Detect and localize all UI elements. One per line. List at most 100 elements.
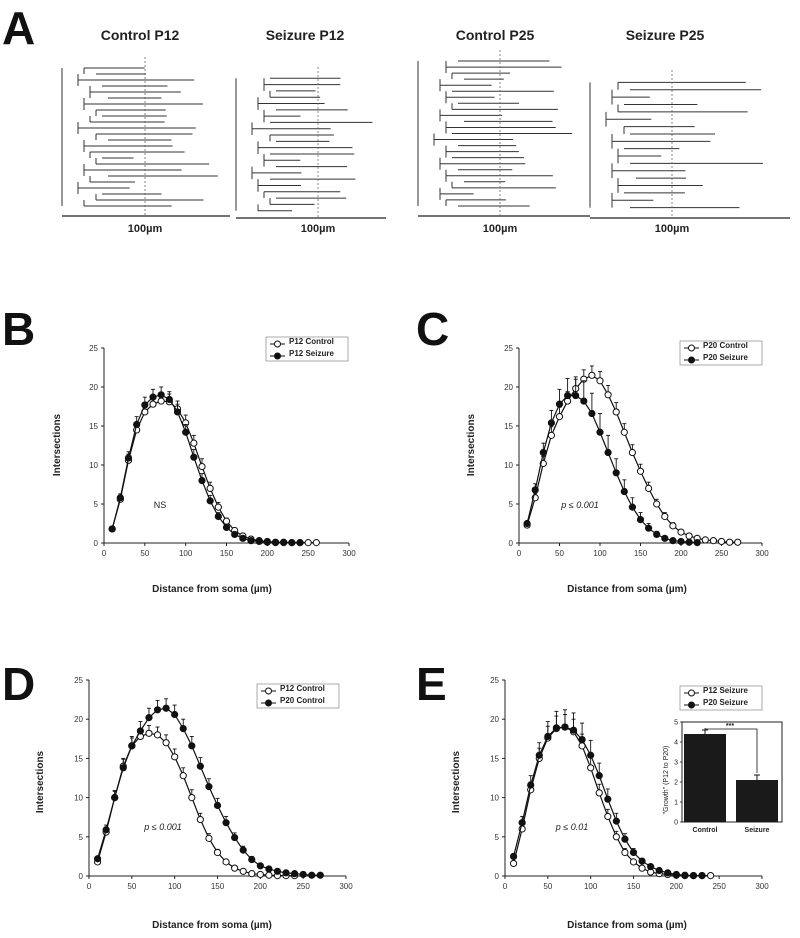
legend-label-d-0: P12 Control [280,684,325,693]
data-point-1 [698,872,706,880]
y-tick-label: 20 [89,383,98,392]
data-point-1 [188,742,196,750]
legend-marker [688,689,695,697]
data-point-0 [213,848,222,857]
legend-box [256,683,340,709]
data-point-0 [145,729,153,737]
series-line-1 [111,394,300,544]
data-point-0 [734,538,742,546]
data-point-1 [572,391,580,400]
data-point-1 [655,866,663,875]
legend-marker [274,352,281,360]
data-point-1 [205,783,213,791]
series-line-0 [526,374,738,543]
data-point-1 [621,835,629,843]
data-point-1 [588,409,596,418]
data-point-1 [578,735,586,744]
data-point-1 [111,794,119,802]
inset-y-tick-label: 2 [674,780,678,787]
data-point-0 [717,537,726,546]
data-point-0 [162,739,170,747]
y-tick-label: 0 [509,539,514,548]
data-point-0 [661,512,669,521]
data-point-1 [157,391,165,399]
y-tick-label: 5 [94,500,99,509]
data-point-1 [544,732,552,741]
panel-letter-e: E [416,658,447,710]
data-point-1 [638,857,646,865]
data-point-1 [141,401,149,409]
y-tick-label: 10 [74,794,83,803]
data-point-0 [604,812,612,821]
dendrogram-seizure-p25 [589,70,790,219]
data-point-1 [102,826,110,834]
dendrogram-title-seizure-p25: Seizure P25 [626,27,705,43]
data-point-1 [535,751,543,759]
y-tick-label: 0 [94,539,99,548]
data-point-1 [689,872,698,880]
data-point-1 [256,862,264,870]
x-tick-label: 300 [755,882,769,891]
data-point-0 [214,503,222,511]
x-tick-label: 250 [301,549,315,558]
x-tick-label: 200 [674,549,688,558]
data-point-1 [612,817,620,825]
x-axis-title-d: Distance from soma (µm) [152,920,272,931]
series-line-0 [111,400,317,544]
y-tick-label: 15 [74,754,83,763]
inset-category-control: Control [693,827,718,834]
data-point-1 [282,869,290,877]
data-point-1 [604,795,612,803]
dendrogram-title-seizure-p12: Seizure P12 [266,27,345,43]
data-point-0 [547,431,556,439]
x-tick-label: 300 [342,549,356,558]
data-point-1 [214,512,222,521]
data-point-0 [628,448,637,457]
data-point-0 [179,772,187,780]
data-point-1 [653,530,661,539]
scale-label-seizure-p25: 100µm [655,223,690,235]
y-tick-label: 10 [504,461,513,470]
y-tick-label: 15 [89,422,98,431]
legend-label-d-1: P20 Control [280,696,325,705]
y-tick-label: 10 [490,794,499,803]
x-tick-label: 300 [755,549,769,558]
significance-annotation-b: NS [154,500,167,510]
x-tick-label: 50 [127,882,136,891]
data-point-1 [596,428,604,436]
dendrogram-title-control-p25: Control P25 [456,27,535,43]
data-point-1 [165,395,173,404]
legend-marker [688,701,695,709]
data-point-1 [672,870,680,879]
legend-label-c-1: P20 Seizure [703,353,748,362]
data-point-0 [629,858,638,866]
data-point-0 [645,484,653,492]
data-point-1 [677,537,685,546]
data-point-0 [190,439,198,447]
y-axis-title-d: Intersections [35,750,46,813]
data-point-1 [664,869,672,877]
x-tick-label: 100 [593,549,607,558]
data-point-0 [604,391,612,399]
data-point-0 [171,753,179,761]
data-point-1 [628,503,637,511]
data-point-1 [669,537,677,545]
data-point-1 [308,871,316,879]
x-tick-label: 300 [339,882,353,891]
data-point-1 [316,871,324,879]
y-tick-label: 20 [490,715,499,724]
data-point-1 [93,855,102,863]
legend-marker [688,356,695,364]
legend-label-b-1: P12 Seizure [289,349,334,358]
data-point-0 [638,864,646,872]
legend-marker [274,340,281,348]
x-tick-label: 250 [715,549,729,558]
data-point-1 [612,469,620,477]
y-tick-label: 20 [74,715,83,724]
x-tick-label: 50 [543,882,552,891]
significance-annotation-e: p ≤ 0.01 [555,822,588,832]
data-point-0 [677,528,685,536]
significance-annotation-d: p ≤ 0.001 [143,822,181,832]
inset-significance: *** [726,723,734,730]
